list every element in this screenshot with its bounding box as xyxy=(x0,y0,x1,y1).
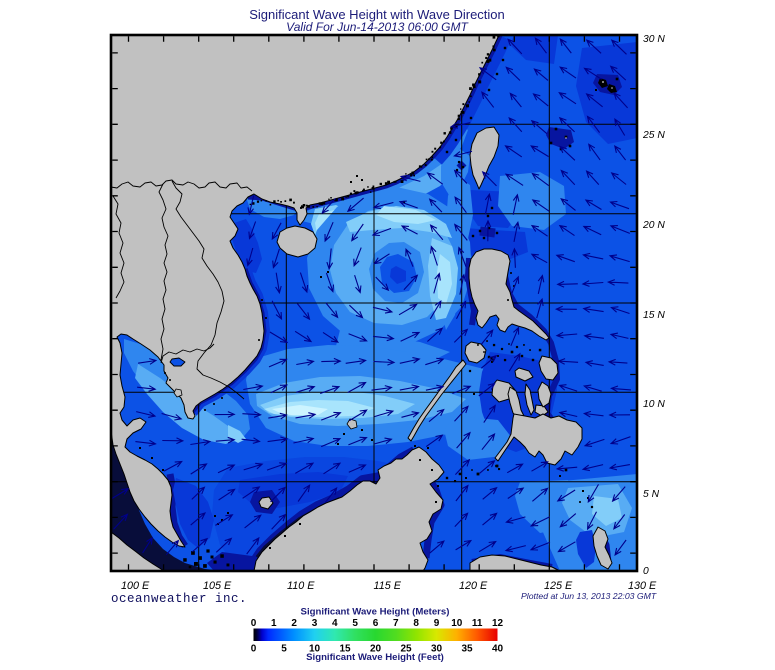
svg-text:Significant Wave Height (Feet): Significant Wave Height (Feet) xyxy=(306,652,444,663)
svg-text:15 N: 15 N xyxy=(643,310,665,321)
svg-text:30: 30 xyxy=(431,644,443,655)
svg-text:6: 6 xyxy=(373,618,379,629)
svg-text:4: 4 xyxy=(332,618,338,629)
svg-text:120 E: 120 E xyxy=(459,580,488,592)
svg-text:130 E: 130 E xyxy=(628,580,657,592)
svg-text:5: 5 xyxy=(352,618,358,629)
svg-text:7: 7 xyxy=(393,618,399,629)
svg-text:125 E: 125 E xyxy=(544,580,573,592)
svg-text:105 E: 105 E xyxy=(203,580,232,592)
svg-text:25: 25 xyxy=(400,644,412,655)
svg-text:10 N: 10 N xyxy=(643,399,665,410)
svg-text:20: 20 xyxy=(370,644,382,655)
svg-text:5 N: 5 N xyxy=(643,489,660,500)
svg-text:3: 3 xyxy=(312,618,318,629)
svg-text:Significant Wave Height (Meter: Significant Wave Height (Meters) xyxy=(301,607,450,618)
svg-text:40: 40 xyxy=(492,644,504,655)
svg-text:0: 0 xyxy=(251,644,257,655)
svg-text:30 N: 30 N xyxy=(643,34,665,45)
svg-text:9: 9 xyxy=(434,618,440,629)
svg-text:oceanweather inc.: oceanweather inc. xyxy=(111,592,247,606)
svg-text:115 E: 115 E xyxy=(374,580,402,592)
svg-text:Valid For Jun-14-2013 06:00 GM: Valid For Jun-14-2013 06:00 GMT xyxy=(286,20,469,34)
svg-text:25 N: 25 N xyxy=(642,130,665,141)
svg-text:11: 11 xyxy=(472,618,483,629)
svg-text:12: 12 xyxy=(492,618,504,629)
svg-text:Significant Wave Height with W: Significant Wave Height with Wave Direct… xyxy=(249,7,505,22)
svg-text:110 E: 110 E xyxy=(287,580,315,592)
svg-text:35: 35 xyxy=(461,644,473,655)
svg-text:1: 1 xyxy=(271,618,277,629)
svg-text:100 E: 100 E xyxy=(121,580,150,592)
svg-text:10: 10 xyxy=(451,618,463,629)
svg-text:10: 10 xyxy=(309,644,321,655)
svg-text:5: 5 xyxy=(281,644,287,655)
svg-text:Plotted at Jun 13, 2013 22:03: Plotted at Jun 13, 2013 22:03 GMT xyxy=(521,591,657,601)
svg-text:20 N: 20 N xyxy=(642,220,665,231)
svg-text:15: 15 xyxy=(339,644,351,655)
svg-text:0: 0 xyxy=(251,618,257,629)
svg-text:0: 0 xyxy=(643,566,649,577)
svg-text:8: 8 xyxy=(413,618,419,629)
svg-text:2: 2 xyxy=(291,618,297,629)
